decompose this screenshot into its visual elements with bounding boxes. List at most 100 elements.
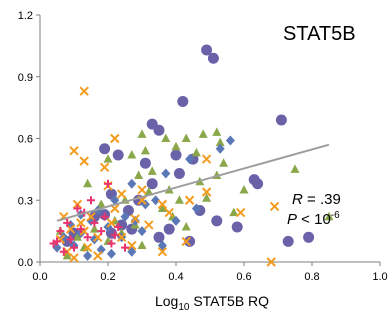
x-point — [72, 199, 83, 210]
triangle-point — [174, 195, 184, 204]
circle-point — [184, 235, 196, 247]
circle-point — [153, 124, 165, 136]
triangle-point — [137, 129, 147, 138]
triangle-point — [89, 224, 99, 233]
plus-point — [76, 225, 85, 234]
circle-point — [252, 178, 264, 190]
diamond-point — [161, 168, 171, 179]
x-point — [184, 195, 195, 205]
triangle-point — [134, 170, 144, 180]
x-tick-label: 0.6 — [236, 271, 251, 283]
circle-point — [201, 44, 213, 56]
triangle-point — [171, 141, 181, 151]
circle-point — [303, 231, 315, 243]
triangle-point — [181, 133, 191, 142]
triangle-point — [239, 184, 249, 194]
r-value: = .39 — [303, 191, 341, 208]
circle-point — [211, 215, 223, 227]
x-point — [79, 156, 89, 166]
triangle-point — [198, 129, 208, 138]
triangle-point — [181, 222, 191, 231]
diamond-point — [120, 211, 130, 222]
y-tick-label: 0.9 — [18, 72, 33, 84]
x-point — [130, 214, 140, 224]
diamond-point — [83, 250, 93, 261]
x-point — [127, 240, 137, 251]
x-axis-title-subscript: 10 — [178, 302, 190, 313]
circle-point — [163, 223, 175, 235]
diamond-point — [185, 154, 195, 165]
x-point — [201, 154, 212, 164]
x-point — [82, 242, 93, 253]
x-point — [99, 162, 110, 173]
triangle-point — [83, 178, 93, 188]
x-point — [144, 220, 154, 230]
plus-point — [104, 179, 112, 188]
x-point — [69, 253, 79, 263]
x-tick-label: 0.0 — [32, 271, 47, 283]
triangle-point — [72, 232, 82, 241]
y-tick-label: 1.2 — [18, 10, 33, 22]
diamond-point — [130, 215, 140, 226]
x-tick-label: 1.0 — [372, 271, 387, 283]
triangle-point — [140, 145, 150, 155]
r-statistic: R = .39 — [292, 191, 341, 208]
triangle-point — [103, 154, 113, 163]
p-statistic: P < 10-6 — [287, 210, 340, 228]
triangle-point — [290, 164, 300, 173]
triangle-point — [147, 166, 157, 175]
x-point — [116, 232, 127, 243]
triangle-point — [96, 199, 106, 208]
panel-title: STAT5B — [283, 23, 356, 45]
x-point — [69, 146, 79, 156]
circle-point — [207, 52, 219, 64]
x-point — [157, 199, 168, 210]
plus-point — [114, 223, 123, 232]
plus-point — [97, 227, 106, 236]
axis-ticks: 0.0 0.2 0.4 0.6 0.8 1.0 0.0 0.3 0.6 0.9 1.2 — [18, 10, 388, 283]
y-tick-label: 0.0 — [18, 257, 33, 269]
y-tick-label: 0.3 — [18, 195, 33, 207]
triangle-point — [215, 137, 225, 147]
data-points — [49, 44, 334, 267]
x-point — [110, 133, 120, 144]
p-symbol: P — [287, 211, 297, 228]
x-point — [181, 236, 191, 247]
p-exponent: -6 — [331, 210, 340, 221]
plus-point — [70, 243, 78, 252]
x-tick-label: 0.2 — [100, 271, 115, 283]
diamond-point — [52, 242, 62, 253]
plus-point — [87, 196, 95, 205]
diamond-point — [215, 143, 225, 154]
diamond-point — [191, 203, 201, 214]
triangle-point — [161, 133, 171, 142]
circle-point — [177, 95, 189, 107]
plus-point — [107, 239, 116, 248]
diamond-point — [127, 178, 137, 189]
x-tick-label: 0.8 — [304, 271, 319, 283]
circle-point — [146, 178, 158, 190]
diamond-point — [110, 195, 120, 206]
r-symbol: R — [292, 191, 303, 208]
triangle-point — [157, 203, 167, 212]
diamond-point — [225, 135, 235, 146]
x-point — [93, 251, 103, 261]
diamond-point — [106, 248, 116, 259]
plus-point — [49, 239, 58, 248]
plus-point — [83, 233, 92, 242]
x-point — [137, 185, 147, 195]
stats-annotation: R = .39 P < 10-6 — [287, 191, 341, 228]
circle-point — [173, 167, 185, 179]
x-point — [116, 189, 127, 199]
x-point — [266, 257, 276, 267]
x-tick-label: 0.4 — [168, 271, 183, 283]
triangle-point — [229, 207, 239, 217]
x-point — [76, 218, 86, 228]
diamond-point — [127, 246, 137, 257]
circle-point — [153, 231, 165, 243]
triangle-point — [127, 149, 137, 159]
circle-point — [170, 149, 182, 161]
plus-point — [110, 231, 119, 240]
trend-line — [56, 143, 330, 222]
